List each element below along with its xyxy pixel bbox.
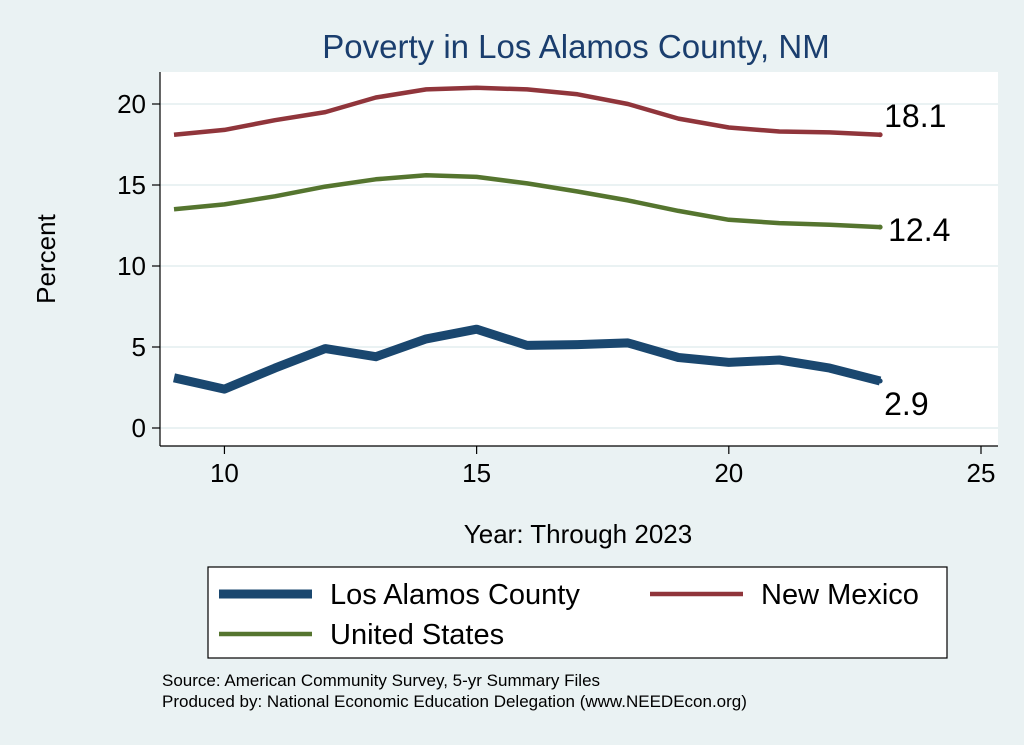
axes bbox=[159, 72, 998, 447]
y-tick-label: 0 bbox=[132, 413, 146, 443]
plot-area bbox=[160, 72, 998, 446]
series-endpoint bbox=[877, 224, 883, 230]
producer-note: Produced by: National Economic Education… bbox=[162, 692, 747, 711]
x-axis-label: Year: Through 2023 bbox=[464, 519, 692, 549]
series-endpoint bbox=[877, 378, 883, 384]
series-lines bbox=[173, 85, 883, 394]
legend-label: New Mexico bbox=[761, 579, 919, 611]
y-tick-label: 15 bbox=[117, 170, 146, 200]
x-tick-label: 10 bbox=[210, 458, 239, 488]
series-line-los-alamos-county bbox=[173, 324, 882, 394]
end-value-label: 18.1 bbox=[884, 98, 946, 134]
end-labels: 2.9 18.1 12.4 bbox=[884, 98, 950, 422]
legend-label: Los Alamos County bbox=[330, 579, 580, 611]
legend-label: United States bbox=[330, 619, 504, 651]
legend-box bbox=[207, 566, 948, 659]
source-note: Source: American Community Survey, 5-yr … bbox=[162, 671, 601, 690]
y-axis-ticks: 0 5 10 15 20 bbox=[117, 89, 160, 443]
series-line-new-mexico bbox=[173, 85, 881, 138]
gridlines bbox=[160, 103, 998, 429]
end-value-label: 2.9 bbox=[884, 386, 928, 422]
y-axis-label: Percent bbox=[31, 213, 61, 303]
chart-title: Poverty in Los Alamos County, NM bbox=[322, 28, 829, 65]
y-tick-label: 20 bbox=[117, 89, 146, 119]
end-value-label: 12.4 bbox=[888, 212, 950, 248]
y-tick-label: 10 bbox=[117, 251, 146, 281]
series-line-united-states bbox=[173, 173, 881, 230]
series-endpoint bbox=[877, 132, 883, 138]
legend: Los Alamos County New Mexico United States bbox=[207, 566, 948, 659]
x-tick-label: 20 bbox=[714, 458, 743, 488]
x-axis-ticks: 10 15 20 25 bbox=[210, 446, 995, 488]
x-tick-label: 25 bbox=[967, 458, 996, 488]
x-tick-label: 15 bbox=[462, 458, 491, 488]
y-tick-label: 5 bbox=[132, 332, 146, 362]
